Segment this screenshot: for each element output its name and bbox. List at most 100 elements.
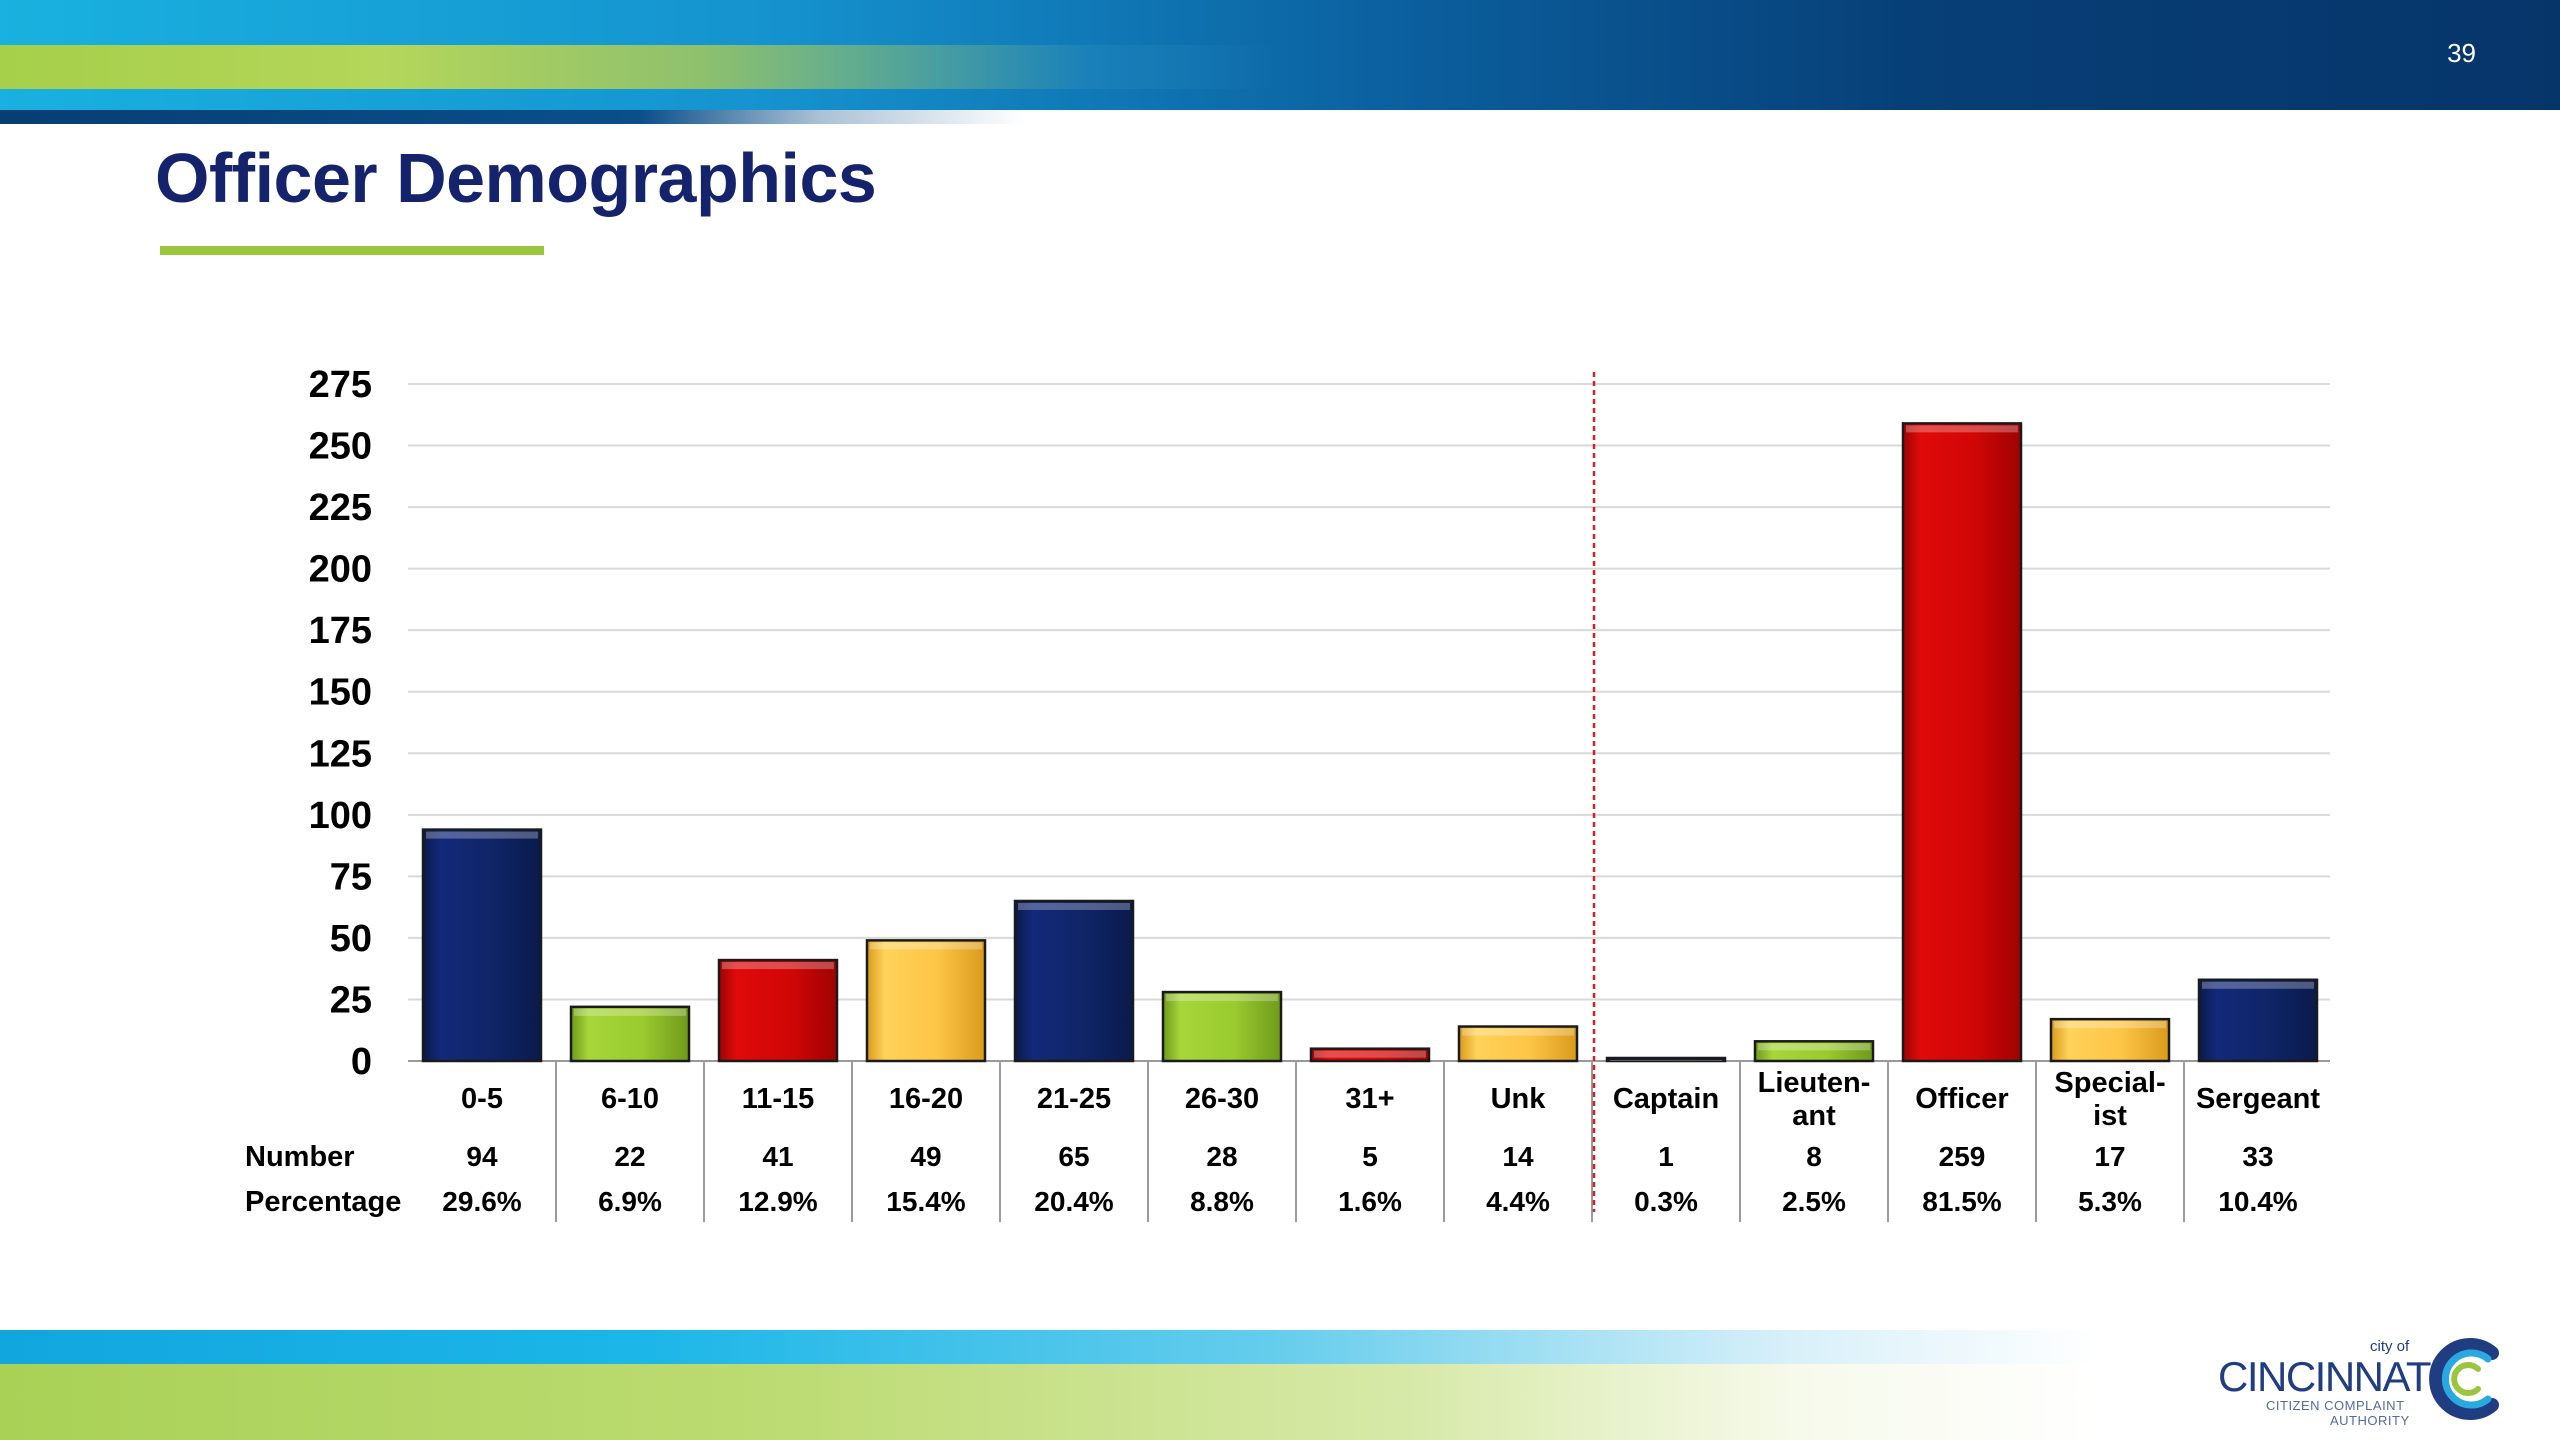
bar-highlight — [1610, 1060, 1722, 1061]
bar — [865, 939, 987, 1063]
table-number-cell: 8 — [1806, 1141, 1822, 1172]
y-tick-label: 275 — [309, 364, 372, 406]
x-category-label: Lieuten- — [1758, 1067, 1871, 1099]
table-number-cell: 41 — [762, 1141, 793, 1172]
bar — [1161, 990, 1283, 1063]
table-number-cell: 49 — [910, 1141, 941, 1172]
y-tick-label: 100 — [309, 795, 372, 837]
y-tick-label: 150 — [309, 672, 372, 714]
table-percentage-cell: 5.3% — [2078, 1186, 2142, 1217]
y-axis-ticks: 0 25 50 75 100 125 150 175 200 225 250 275 — [309, 364, 372, 1083]
bars — [421, 422, 2319, 1063]
table-percentage-cell: 8.8% — [1190, 1186, 1254, 1217]
y-tick-label: 200 — [309, 549, 372, 591]
bar-highlight — [1462, 1028, 1574, 1036]
page-title: Officer Demographics — [155, 139, 877, 217]
bar-body — [2049, 1017, 2171, 1063]
x-category-label: Unk — [1491, 1083, 1547, 1115]
y-tick-label: 250 — [309, 426, 372, 468]
y-tick-label: 75 — [330, 856, 372, 898]
x-axis-labels: 0-5 6-10 11-15 16-20 21-25 26-30 31+ Unk Captain… — [461, 1067, 2320, 1132]
bar — [1901, 422, 2023, 1063]
y-tick-label: 50 — [330, 918, 372, 960]
data-table: Number Percentage 94 22 41 49 65 28 5 14 1 8 259 17 33… — [245, 1141, 2298, 1218]
bar-body — [1457, 1025, 1579, 1063]
bar-body — [1753, 1040, 1875, 1063]
y-tick-label: 25 — [330, 979, 372, 1021]
bar — [421, 828, 543, 1063]
table-number-cell: 1 — [1658, 1141, 1674, 1172]
bottom-banner-blue-stripe — [0, 1330, 2560, 1364]
bar — [1309, 1047, 1431, 1063]
table-percentage-cell: 20.4% — [1034, 1186, 1113, 1217]
bar-highlight — [722, 962, 834, 970]
bar-highlight — [1166, 994, 1278, 1002]
bar — [569, 1005, 691, 1063]
y-tick-label: 0 — [351, 1041, 372, 1083]
top-banner-underline — [0, 110, 2560, 124]
table-number-cell: 5 — [1362, 1141, 1378, 1172]
bar — [2197, 978, 2319, 1063]
top-banner-green-stripe — [0, 45, 1280, 89]
bar-body — [1901, 422, 2023, 1063]
gridlines — [408, 383, 2330, 1062]
bar — [1013, 899, 1135, 1063]
bar-body — [1013, 899, 1135, 1063]
bar-body — [569, 1005, 691, 1063]
x-category-label: 16-20 — [889, 1083, 963, 1115]
table-percentage-cell: 15.4% — [886, 1186, 965, 1217]
y-tick-label: 225 — [309, 487, 372, 529]
table-number-cell: 33 — [2242, 1141, 2273, 1172]
bar — [1457, 1025, 1579, 1063]
bar-body — [421, 828, 543, 1063]
table-percentage-cell: 0.3% — [1634, 1186, 1698, 1217]
logo-subtitle-line2: AUTHORITY — [2330, 1413, 2410, 1428]
y-tick-label: 125 — [309, 733, 372, 775]
x-category-label: 21-25 — [1037, 1083, 1111, 1115]
bar — [717, 958, 839, 1063]
bar-highlight — [426, 831, 538, 839]
x-category-label: 31+ — [1345, 1083, 1394, 1115]
table-percentage-cell: 10.4% — [2218, 1186, 2297, 1217]
table-row-header: Number — [245, 1141, 355, 1173]
bar-body — [1161, 990, 1283, 1063]
x-category-label: ist — [2093, 1100, 2127, 1132]
table-number-cell: 22 — [614, 1141, 645, 1172]
x-category-label: 11-15 — [742, 1083, 815, 1115]
bar-body — [1309, 1047, 1431, 1063]
table-percentage-cell: 1.6% — [1338, 1186, 1402, 1217]
x-category-label: ant — [1792, 1100, 1836, 1132]
bar-highlight — [1758, 1043, 1870, 1051]
x-category-label: Sergeant — [2196, 1083, 2320, 1115]
bar-body — [717, 958, 839, 1063]
bar-highlight — [2202, 981, 2314, 989]
top-banner — [0, 0, 2560, 124]
logo-city-of: city of — [2370, 1338, 2410, 1355]
bar-highlight — [1018, 902, 1130, 910]
page-number: 39 — [2447, 38, 2476, 68]
bar-highlight — [870, 942, 982, 950]
bar-highlight — [574, 1008, 686, 1016]
bottom-banner-green-stripe — [0, 1364, 2560, 1440]
logo-subtitle-line1: CITIZEN COMPLAINT — [2266, 1398, 2405, 1413]
logo-city-name: CINCINNATI — [2218, 1353, 2442, 1400]
bar — [2049, 1017, 2171, 1063]
x-category-label: Captain — [1613, 1083, 1719, 1115]
bottom-banner — [0, 1330, 2560, 1440]
table-number-cell: 94 — [466, 1141, 498, 1172]
table-percentage-cell: 4.4% — [1486, 1186, 1550, 1217]
bar-body — [2197, 978, 2319, 1063]
table-row-header: Percentage — [245, 1186, 401, 1218]
table-percentage-cell: 12.9% — [738, 1186, 817, 1217]
logo-c-mark-icon — [2429, 1338, 2499, 1420]
bar — [1605, 1056, 1727, 1063]
bar-highlight — [1906, 425, 2018, 433]
bar-body — [1605, 1056, 1727, 1063]
bar-body — [865, 939, 987, 1063]
title-underline — [160, 246, 544, 255]
table-separators — [555, 1061, 2185, 1222]
table-number-cell: 14 — [1502, 1141, 1534, 1172]
x-category-label: 0-5 — [461, 1083, 503, 1115]
bar-highlight — [2054, 1021, 2166, 1029]
